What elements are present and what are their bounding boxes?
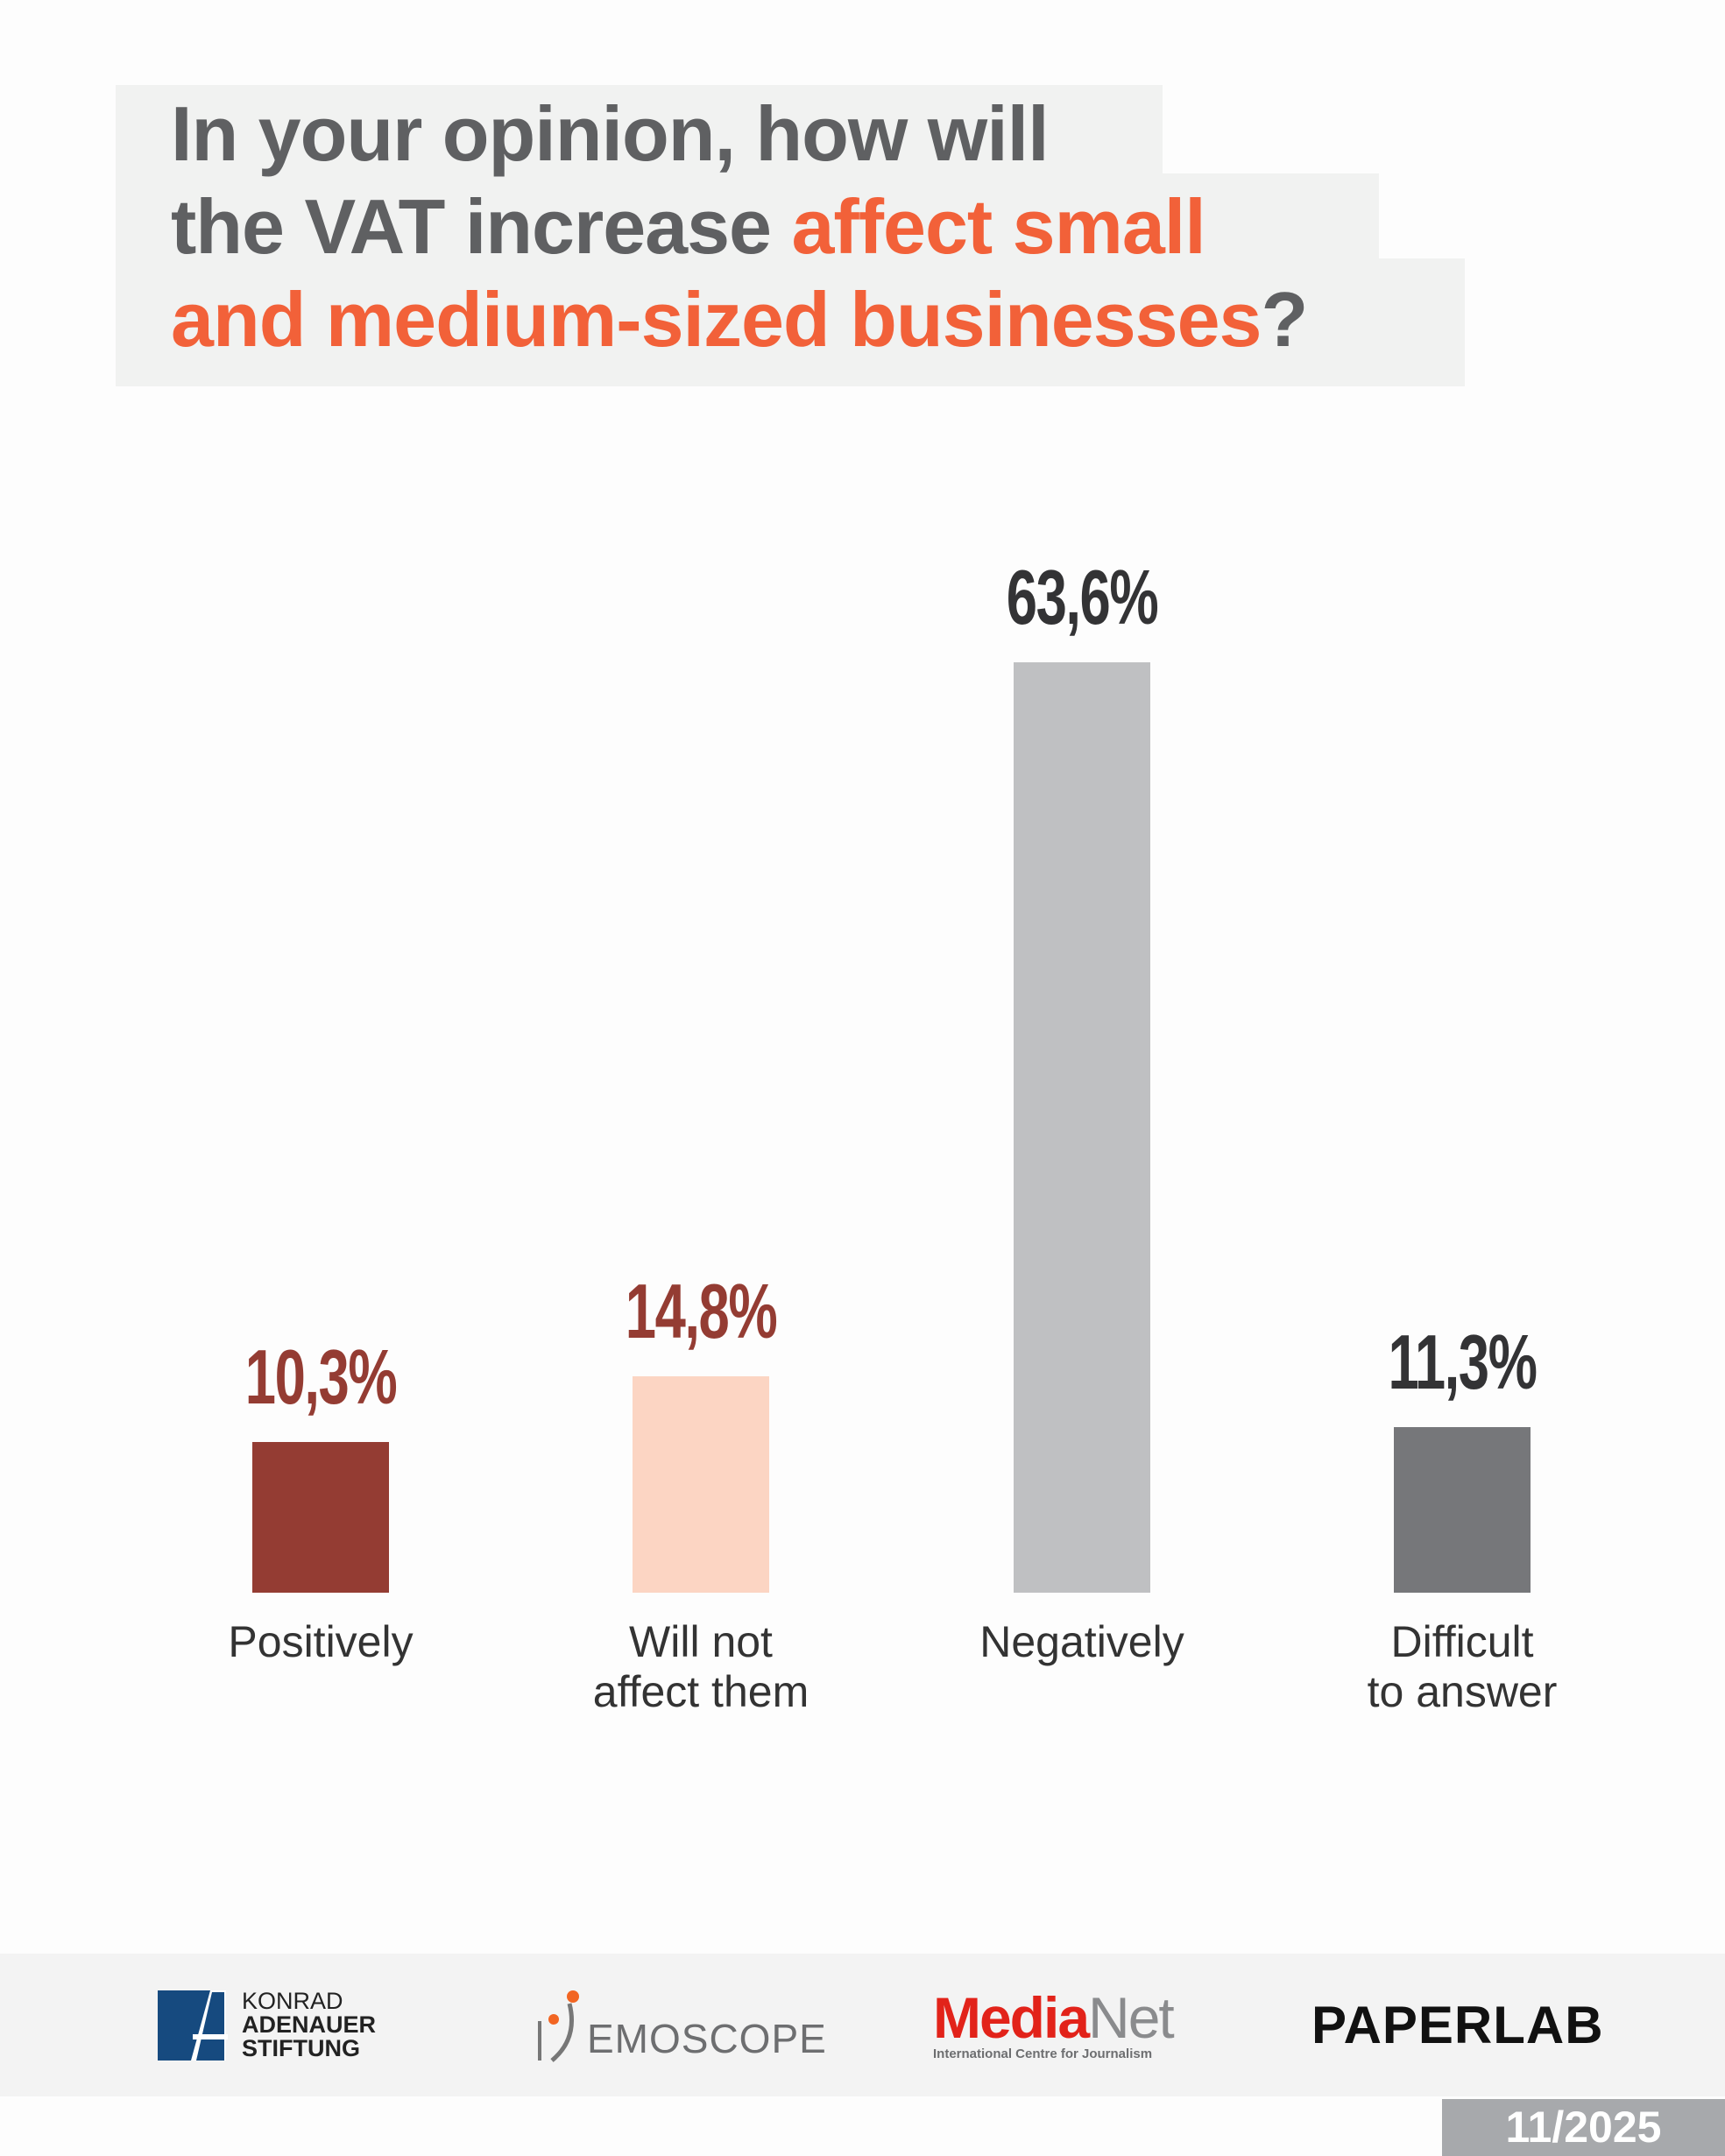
- kas-line-1: KONRAD: [242, 1988, 343, 2014]
- title-bg-1: [116, 85, 1163, 176]
- medianet-net: Net: [1088, 1985, 1175, 2050]
- category-label-line: Will not: [629, 1617, 773, 1666]
- demoscope-text: EMOSCOPE: [587, 2015, 827, 2061]
- title-highlight-2: and medium-sized businesses: [171, 276, 1262, 363]
- category-label-line: to answer: [1367, 1667, 1558, 1716]
- title-bg-2: [116, 173, 1379, 261]
- chart-title: In your opinion, how will the VAT increa…: [171, 88, 1309, 366]
- category-label-2: Will not affect them: [526, 1617, 876, 1717]
- category-label-1: Positively: [145, 1617, 496, 1667]
- kas-logo-mark: [158, 1990, 228, 2061]
- value-label-2: 14,8%: [625, 1267, 778, 1354]
- kas-line-2: ADENAUER: [242, 2011, 377, 2038]
- title-line-2: the VAT increase: [171, 183, 792, 270]
- kas-logo: KONRAD ADENAUER STIFTUNG: [158, 1954, 376, 2096]
- category-label-line: Negatively: [979, 1617, 1184, 1666]
- value-label-1: 10,3%: [244, 1332, 398, 1420]
- bar-4: [1394, 1427, 1531, 1593]
- title-line-1: In your opinion, how will: [171, 90, 1050, 177]
- category-label-4: Difficult to answer: [1287, 1617, 1637, 1717]
- footer-logos: KONRAD ADENAUER STIFTUNG EMOSCOPE MediaN…: [0, 1954, 1725, 2096]
- category-label-line: Difficult: [1390, 1617, 1534, 1666]
- medianet-media: Media: [933, 1985, 1090, 2050]
- medianet-logo: MediaNet International Centre for Journa…: [933, 1954, 1175, 2096]
- value-label-4: 11,3%: [1388, 1318, 1538, 1406]
- bar-3: [1014, 661, 1150, 1593]
- bar-1: [252, 1441, 389, 1593]
- category-label-line: Positively: [228, 1617, 414, 1666]
- title-bg-3: [116, 258, 1465, 386]
- demoscope-mark: [538, 1990, 579, 2062]
- bar-2: [633, 1375, 769, 1593]
- kas-line-3: STIFTUNG: [242, 2035, 360, 2061]
- medianet-subtitle: International Centre for Journalism: [933, 2046, 1153, 2061]
- bar-chart: 10,3% Positively 14,8% Will not affect them 6…: [145, 553, 1637, 1717]
- paperlab-text: PAPERLAB: [1311, 1996, 1604, 2054]
- value-label-3: 63,6%: [1006, 553, 1159, 640]
- paperlab-logo: PAPERLAB: [1311, 1954, 1604, 2096]
- demoscope-logo: EMOSCOPE: [534, 1954, 827, 2096]
- category-label-line: affect them: [592, 1667, 809, 1716]
- date-badge: 11/2025: [1442, 2099, 1725, 2156]
- title-highlight-1: affect small: [791, 183, 1205, 270]
- category-label-3: Negatively: [907, 1617, 1257, 1667]
- title-question-mark: ?: [1261, 276, 1309, 363]
